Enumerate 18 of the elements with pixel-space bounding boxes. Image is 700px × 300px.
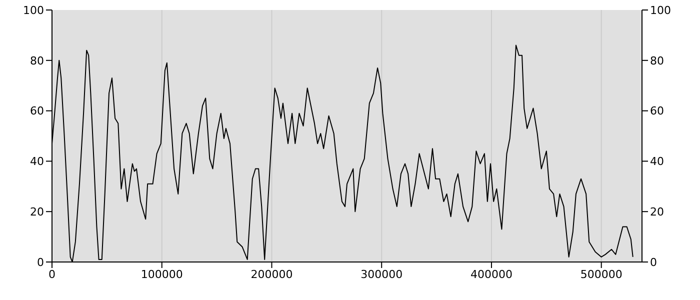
y2-tick-label: 60 xyxy=(650,104,664,118)
x-tick-label: 500000 xyxy=(580,268,622,281)
y2-tick-label: 100 xyxy=(650,4,671,17)
y-tick-label: 60 xyxy=(30,104,44,118)
y-tick-label: 40 xyxy=(30,155,44,168)
y2-tick-label: 80 xyxy=(650,54,664,68)
y-tick-label: 20 xyxy=(30,206,44,219)
x-tick-label: 200000 xyxy=(250,268,293,281)
y-tick-label: 100 xyxy=(23,4,44,17)
y-tick-label: 0 xyxy=(37,256,44,269)
x-tick-label: 100000 xyxy=(140,268,183,281)
x-tick-label: 300000 xyxy=(360,268,403,281)
y2-tick-label: 0 xyxy=(650,256,657,269)
y2-tick-label: 20 xyxy=(650,206,664,219)
y2-tick-label: 40 xyxy=(650,155,664,168)
x-tick-label: 0 xyxy=(48,268,56,281)
x-tick-label: 400000 xyxy=(470,268,512,281)
y-tick-label: 80 xyxy=(30,54,44,68)
